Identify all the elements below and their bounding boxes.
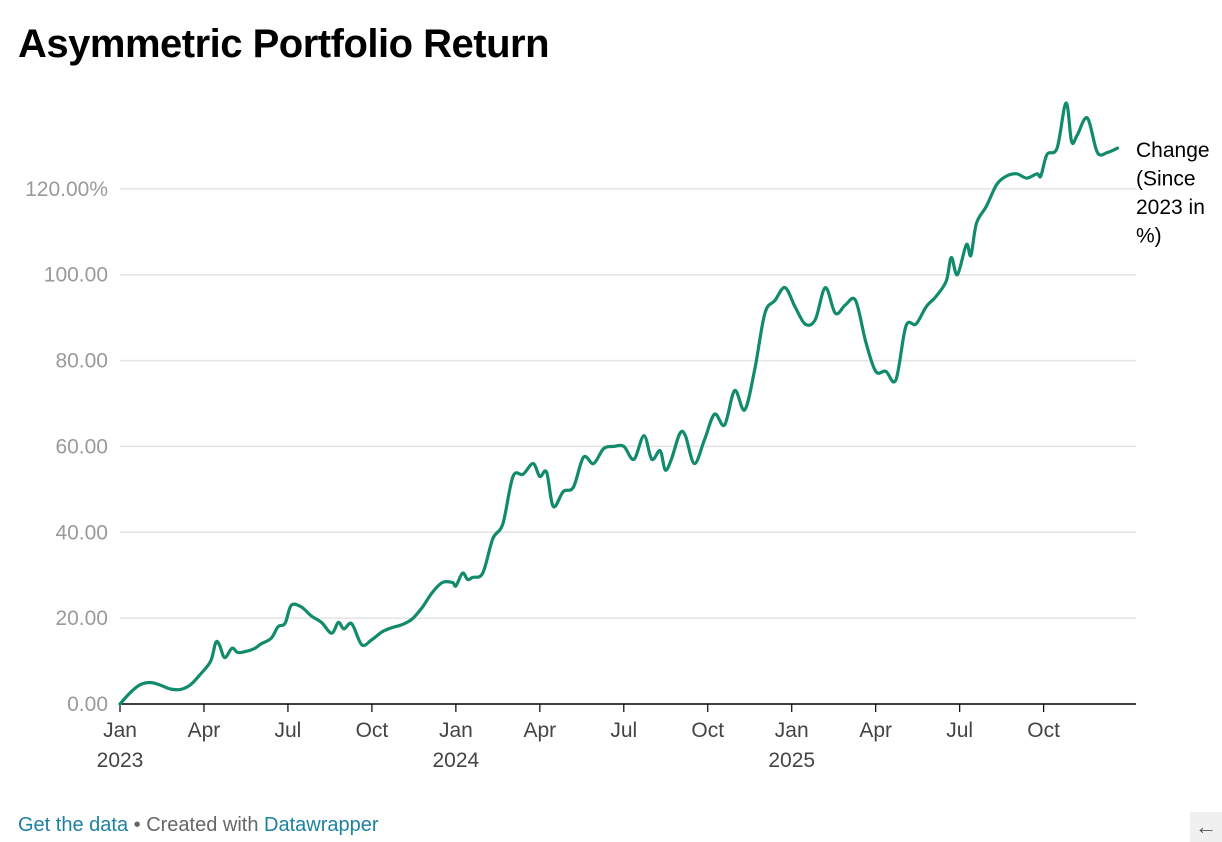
- x-tick-label: Oct: [1027, 719, 1060, 742]
- x-tick-year-label: 2025: [768, 749, 815, 772]
- series: [118, 101, 1120, 706]
- series-label: Change (Since 2023 in%): [1136, 139, 1210, 248]
- x-tick-label: Apr: [523, 719, 556, 742]
- series-label-line: (Since: [1136, 168, 1196, 191]
- x-axis: Jan 2023 Apr Jul Oct Jan 2024 Apr Jul Oct Jan 2025 A…: [97, 703, 1136, 772]
- y-tick-label: 100.00: [44, 264, 108, 287]
- series-label-line: %): [1136, 225, 1162, 248]
- x-tick-label: Apr: [859, 719, 892, 742]
- footer-separator: • Created with: [128, 814, 265, 836]
- y-tick-label: 80.00: [55, 350, 108, 373]
- x-tick-label: Jul: [275, 719, 302, 742]
- x-tick-year-label: 2024: [433, 749, 480, 772]
- series-label-line: Change: [1136, 139, 1210, 162]
- series-line-change: [118, 101, 1120, 706]
- series-label-line: 2023 in: [1136, 196, 1205, 219]
- x-tick-year-label: 2023: [97, 749, 144, 772]
- gridlines: [120, 188, 1136, 619]
- datawrapper-link[interactable]: Datawrapper: [264, 814, 379, 836]
- x-tick-label: Oct: [356, 719, 389, 742]
- y-tick-label: 120.00%: [25, 178, 108, 201]
- y-tick-label: 20.00: [55, 607, 108, 630]
- x-tick-label: Jan: [103, 719, 137, 742]
- y-tick-label: 0.00: [67, 693, 108, 716]
- x-tick-label: Jan: [775, 719, 809, 742]
- y-tick-label: 40.00: [55, 521, 108, 544]
- get-the-data-link[interactable]: Get the data: [18, 814, 129, 836]
- y-axis: 0.00 20.00 40.00 60.00 80.00 100.00 120.00%: [25, 178, 108, 716]
- x-tick-label: Jan: [439, 719, 473, 742]
- arrow-left-icon[interactable]: ←: [1190, 812, 1222, 842]
- x-tick-label: Apr: [188, 719, 221, 742]
- y-tick-label: 60.00: [55, 435, 108, 458]
- x-tick-label: Oct: [691, 719, 724, 742]
- chart-title: Asymmetric Portfolio Return: [18, 22, 550, 66]
- x-tick-label: Jul: [946, 719, 973, 742]
- x-tick-label: Jul: [610, 719, 637, 742]
- chart-footer: Get the data • Created with Datawrapper: [18, 814, 379, 837]
